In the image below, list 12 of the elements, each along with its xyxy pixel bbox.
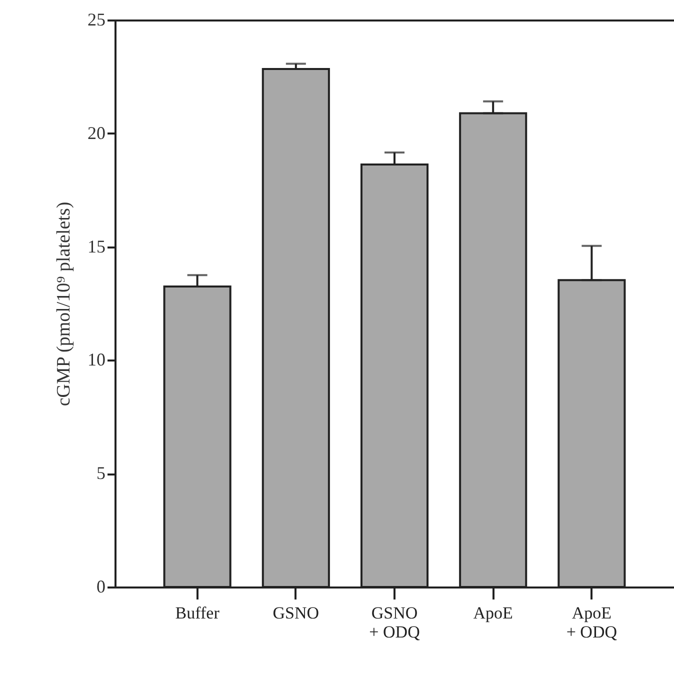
y-tick-label: 0	[96, 576, 106, 596]
y-tick-label: 15	[88, 236, 106, 256]
x-tick-label: GSNO	[272, 604, 320, 622]
y-tick-label: 10	[88, 350, 106, 370]
x-tick-label: ApoE + ODQ	[566, 604, 618, 642]
x-tick-label: GSNO + ODQ	[369, 604, 420, 642]
y-axis-title: cGMP (pmol/10⁹ platelets)	[54, 202, 74, 406]
y-tick-label: 5	[96, 463, 106, 484]
x-tick-label: Buffer	[175, 604, 220, 622]
y-tick-label: 25	[88, 10, 106, 30]
x-tick-label: ApoE	[473, 604, 513, 622]
y-tick-label: 20	[88, 122, 106, 143]
